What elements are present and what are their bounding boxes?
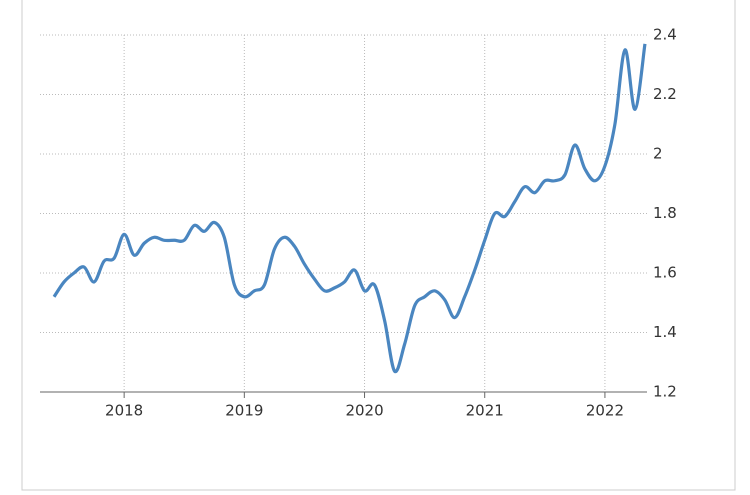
frame	[21, 0, 736, 491]
y-tick-label: 1.4	[653, 323, 677, 341]
x-tick-label: 2019	[225, 402, 263, 420]
y-tick-label: 1.8	[653, 204, 677, 222]
y-tick-label: 2.4	[653, 26, 677, 44]
x-tick-label: 2020	[345, 402, 383, 420]
y-tick-label: 1.6	[653, 264, 677, 282]
y-tick-label: 2	[653, 145, 663, 163]
y-tick-label: 2.2	[653, 85, 677, 103]
x-tick-label: 2021	[466, 402, 504, 420]
y-tick-label: 1.2	[653, 383, 677, 401]
x-tick-label: 2018	[105, 402, 143, 420]
data-line	[52, 43, 647, 374]
x-tick-label: 2022	[586, 402, 624, 420]
